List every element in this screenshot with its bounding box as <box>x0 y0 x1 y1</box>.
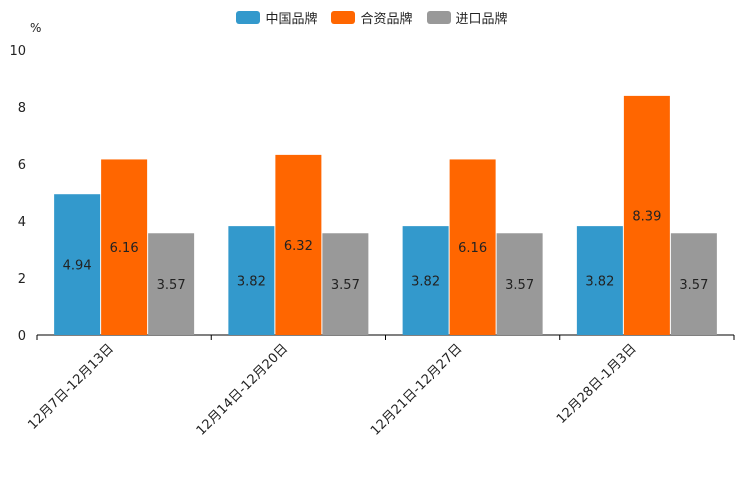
legend-label-china-brand: 中国品牌 <box>265 12 318 27</box>
bar-value-label: 3.57 <box>505 278 534 293</box>
y-axis-unit-label: % <box>30 21 42 35</box>
bar <box>275 154 322 335</box>
legend-swatch-china-brand <box>236 11 261 24</box>
legend-item-china-brand[interactable]: 中国品牌 <box>236 8 317 27</box>
bar-value-label: 3.82 <box>237 275 266 290</box>
y-tick-label: 0 <box>18 329 26 344</box>
legend-label-joint-venture-brand: 合资品牌 <box>360 12 413 27</box>
bar <box>496 233 543 335</box>
x-tick-label: 12月28日-1月3日 <box>554 341 640 427</box>
legend-label-import-brand: 进口品牌 <box>455 12 508 27</box>
chart-legend: 中国品牌 合资品牌 进口品牌 <box>0 8 744 27</box>
bar-value-label: 3.57 <box>157 278 186 293</box>
bar-value-label: 4.94 <box>63 259 92 274</box>
bar-value-label: 3.57 <box>331 278 360 293</box>
legend-item-import-brand[interactable]: 进口品牌 <box>426 8 508 27</box>
bar-value-label: 3.57 <box>679 278 708 293</box>
y-tick-label: 10 <box>9 44 26 59</box>
bar <box>623 95 670 335</box>
bar <box>449 159 496 335</box>
x-tick-label: 12月7日-12月13日 <box>25 341 117 433</box>
bar <box>402 226 449 335</box>
y-tick-label: 8 <box>18 101 26 116</box>
bar-value-label: 6.16 <box>458 241 487 256</box>
bar <box>148 233 195 335</box>
legend-swatch-import-brand <box>426 11 451 24</box>
bar <box>54 194 101 335</box>
bar-value-label: 6.16 <box>110 241 139 256</box>
legend-item-joint-venture-brand[interactable]: 合资品牌 <box>331 8 413 27</box>
bar <box>670 233 717 335</box>
bar-value-label: 8.39 <box>632 209 661 224</box>
y-tick-label: 6 <box>18 158 26 173</box>
y-tick-label: 2 <box>18 272 26 287</box>
bar-value-label: 6.32 <box>284 239 313 254</box>
legend-swatch-joint-venture-brand <box>331 11 356 24</box>
bar-value-label: 3.82 <box>585 275 614 290</box>
bar <box>322 233 369 335</box>
bar-value-label: 3.82 <box>411 275 440 290</box>
bar <box>101 159 148 335</box>
y-tick-label: 4 <box>18 215 26 230</box>
bar <box>576 226 623 335</box>
bar <box>228 226 275 335</box>
x-tick-label: 12月21日-12月27日 <box>368 341 465 438</box>
x-tick-label: 12月14日-12月20日 <box>194 341 291 438</box>
